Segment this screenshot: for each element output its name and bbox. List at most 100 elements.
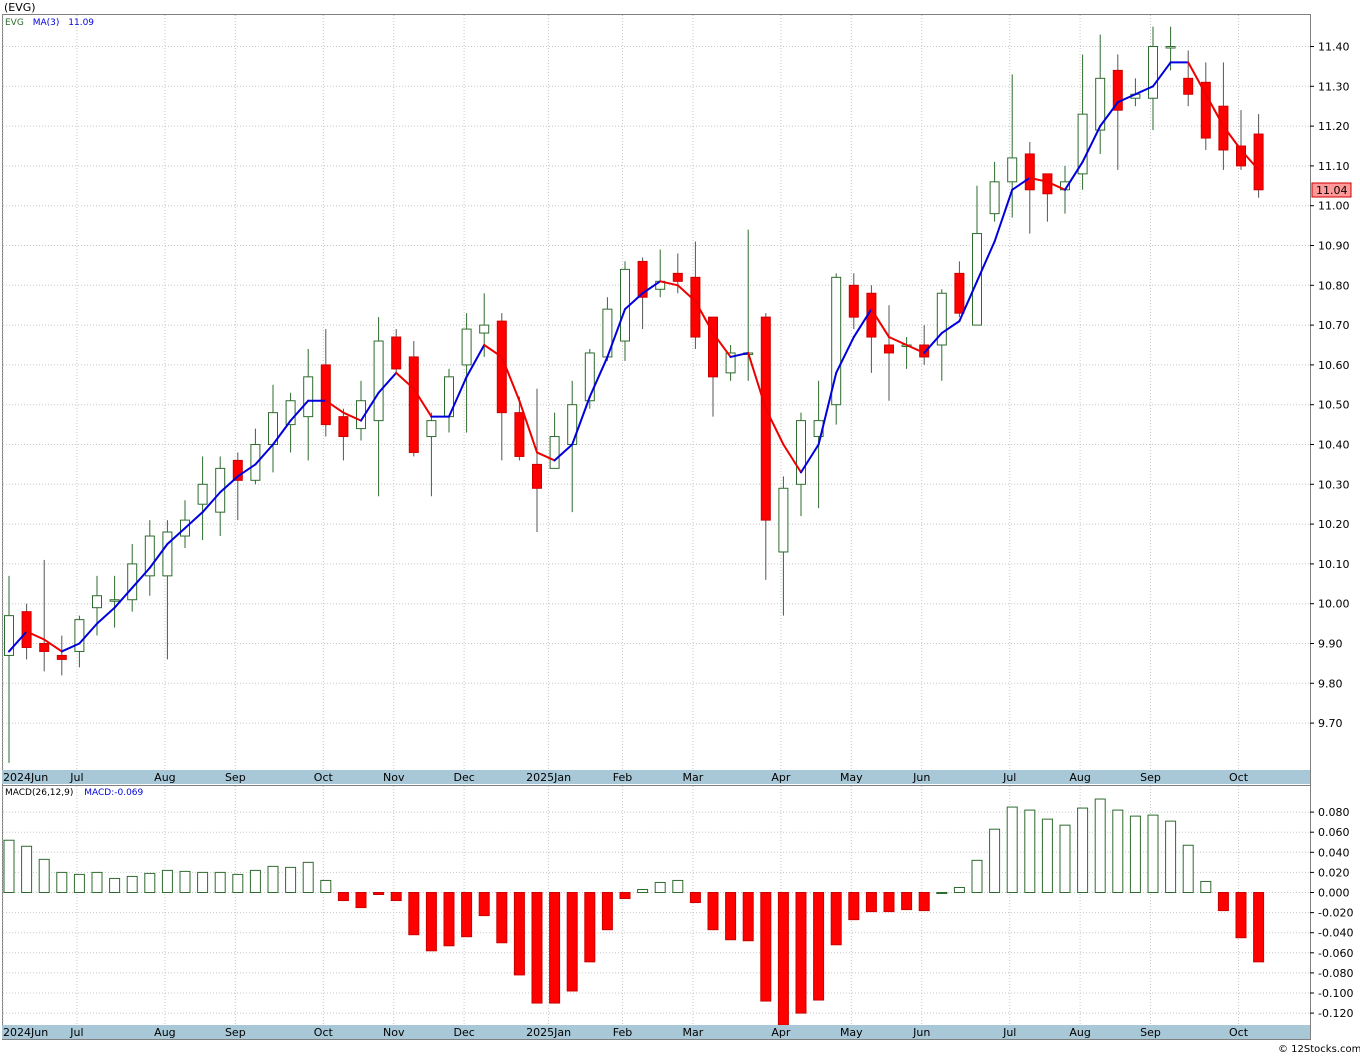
candle bbox=[303, 348, 314, 461]
macd-tick-label: -0.100 bbox=[1318, 987, 1353, 1000]
macd-month-label: Nov bbox=[383, 1026, 405, 1039]
ma-segment bbox=[96, 606, 116, 625]
candle bbox=[690, 241, 701, 349]
candle bbox=[215, 456, 226, 537]
last-price-label: 11.04 bbox=[1316, 184, 1348, 197]
macd-bar bbox=[865, 892, 877, 913]
macd-month-label: 2025Jan bbox=[526, 1026, 571, 1039]
last-price-box bbox=[1311, 182, 1352, 198]
ma-segment bbox=[588, 355, 609, 398]
macd-tick-label: -0.080 bbox=[1318, 967, 1353, 980]
price-month-label: 2025Jan bbox=[526, 771, 571, 784]
price-month-label: Sep bbox=[225, 771, 246, 784]
macd-bar bbox=[601, 892, 613, 931]
macd-bar bbox=[179, 870, 191, 894]
macd-bar bbox=[795, 892, 807, 1014]
price-month-label: 2024Jun bbox=[3, 771, 48, 784]
macd-bar bbox=[197, 871, 209, 894]
candle bbox=[461, 313, 472, 433]
price-tick-label: 10.70 bbox=[1318, 319, 1350, 332]
price-legend: EVG MA(3) 11.09 bbox=[5, 18, 94, 28]
candle bbox=[373, 317, 384, 497]
chart-title: (EVG) bbox=[4, 1, 36, 14]
macd-bar bbox=[637, 888, 649, 893]
footer-copyright: © 12Stocks.com bbox=[1278, 1044, 1360, 1055]
ma-segment bbox=[43, 638, 63, 653]
price-month-label: Jul bbox=[69, 771, 83, 784]
macd-month-label: Sep bbox=[1140, 1026, 1161, 1039]
candle bbox=[4, 575, 14, 763]
ma-segment bbox=[25, 630, 46, 641]
candle bbox=[989, 161, 1000, 222]
ma-segment bbox=[254, 443, 274, 466]
macd-bar bbox=[1041, 818, 1053, 894]
macd-bar bbox=[337, 892, 349, 902]
ma-segment bbox=[1222, 125, 1242, 151]
ma-segment bbox=[817, 371, 838, 446]
candle bbox=[74, 615, 85, 668]
candle bbox=[56, 635, 67, 676]
ma-segment bbox=[148, 543, 169, 569]
ma-segment bbox=[8, 630, 28, 653]
ma-segment bbox=[676, 284, 697, 303]
ma-segment bbox=[536, 451, 556, 462]
ma-segment bbox=[1204, 93, 1225, 128]
macd-bar bbox=[214, 871, 226, 894]
ma-segment bbox=[184, 511, 204, 530]
price-month-label: Apr bbox=[771, 771, 791, 784]
macd-bar bbox=[126, 875, 138, 893]
macd-month-label: Dec bbox=[453, 1026, 474, 1039]
price-tick-label: 10.90 bbox=[1318, 240, 1350, 253]
ma-segment bbox=[606, 308, 626, 358]
macd-tick-label: 0.080 bbox=[1318, 806, 1350, 819]
price-tick-label: 11.00 bbox=[1318, 200, 1350, 213]
macd-month-label: Apr bbox=[771, 1026, 791, 1039]
macd-bar bbox=[320, 879, 332, 894]
candle bbox=[320, 329, 331, 437]
macd-bar bbox=[161, 869, 173, 894]
macd-bar bbox=[1200, 880, 1212, 894]
ma-segment bbox=[993, 188, 1014, 243]
macd-bar bbox=[1094, 798, 1106, 893]
ma-segment bbox=[113, 586, 134, 609]
macd-bar bbox=[1217, 892, 1229, 912]
macd-tick-label: -0.060 bbox=[1318, 947, 1353, 960]
macd-month-label: Aug bbox=[154, 1026, 175, 1039]
ma-segment bbox=[377, 371, 398, 394]
macd-tick-label: -0.020 bbox=[1318, 907, 1353, 920]
macd-bar bbox=[989, 828, 1001, 893]
candle bbox=[197, 456, 208, 541]
macd-month-label: May bbox=[840, 1026, 863, 1039]
ma-segment bbox=[905, 344, 926, 354]
candle bbox=[831, 273, 842, 425]
ma-segment bbox=[448, 375, 468, 418]
ma-segment bbox=[1187, 61, 1207, 96]
macd-tick-label: -0.040 bbox=[1318, 927, 1353, 940]
ma-segment bbox=[782, 443, 802, 474]
macd-bar bbox=[91, 871, 103, 894]
ma-segment bbox=[659, 280, 679, 287]
macd-tick-label: 0.020 bbox=[1318, 866, 1350, 879]
macd-month-label: Oct bbox=[314, 1026, 334, 1039]
ma-segment bbox=[958, 280, 978, 323]
macd-bar bbox=[566, 892, 578, 992]
macd-month-label: Mar bbox=[683, 1026, 704, 1039]
price-month-label: Oct bbox=[1229, 771, 1249, 784]
ma-segment bbox=[1116, 93, 1137, 104]
macd-bar bbox=[531, 892, 543, 1004]
ma-segment bbox=[483, 344, 503, 358]
ma-segment bbox=[166, 527, 186, 545]
ma-segment bbox=[342, 411, 362, 422]
candle bbox=[109, 575, 120, 628]
macd-month-label: Sep bbox=[225, 1026, 246, 1039]
candle bbox=[1253, 114, 1264, 198]
candle bbox=[796, 412, 806, 517]
macd-bar bbox=[918, 892, 930, 912]
ma-segment bbox=[1046, 180, 1066, 191]
ma-segment bbox=[1064, 160, 1084, 191]
ma-segment bbox=[923, 332, 943, 354]
candle bbox=[532, 388, 542, 533]
legend-symbol: EVG bbox=[5, 18, 24, 28]
macd-bar bbox=[901, 892, 913, 911]
macd-bar bbox=[760, 892, 772, 1002]
